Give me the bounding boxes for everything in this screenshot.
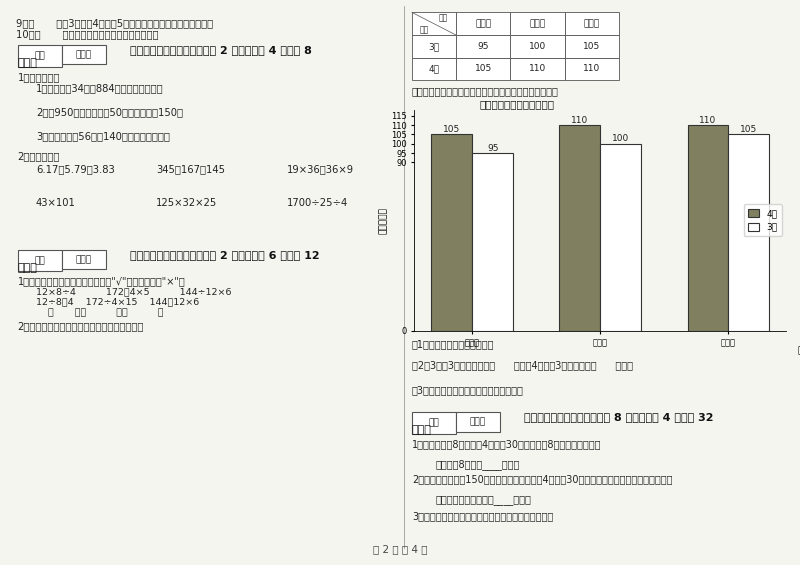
FancyBboxPatch shape [62,45,106,64]
Text: 得分: 得分 [34,256,45,265]
Text: 4月: 4月 [429,64,439,73]
Text: 105: 105 [583,42,601,51]
Bar [601,144,642,331]
FancyBboxPatch shape [412,12,456,35]
Text: 五年级: 五年级 [530,19,546,28]
Text: 105: 105 [740,125,758,134]
Text: 110: 110 [699,116,717,124]
Text: 3月: 3月 [429,42,439,51]
Text: 345－167－145: 345－167－145 [156,164,225,174]
Text: 110: 110 [529,64,546,73]
Text: 100: 100 [529,42,546,51]
Text: 100: 100 [612,134,630,144]
Text: 得分: 得分 [429,419,439,428]
Bar [687,125,729,331]
FancyBboxPatch shape [62,250,106,269]
Text: 第 2 页 共 4 页: 第 2 页 共 4 页 [373,544,427,554]
Text: 2．水果店顾问苹果150千克，购回梨比苹果的4倍还多30千克，购回梨和苹果一共多少千克？: 2．水果店顾问苹果150千克，购回梨比苹果的4倍还多30千克，购回梨和苹果一共多… [412,475,673,485]
Text: 95: 95 [487,144,498,153]
Text: 1．一个数的34倍是884，这个数是多少？: 1．一个数的34倍是884，这个数是多少？ [36,84,164,94]
Text: 1．下面每组算式运算顺序一样的画"√"，不一样的画"×"。: 1．下面每组算式运算顺序一样的画"√"，不一样的画"×"。 [18,276,186,286]
Bar [729,134,770,331]
Text: （3）还能提出哪些问题？试着解决一下。: （3）还能提出哪些问题？试着解决一下。 [412,385,524,396]
Text: 五、认真思考，综合能力（共 2 小题，每题 6 分，共 12: 五、认真思考，综合能力（共 2 小题，每题 6 分，共 12 [130,250,319,260]
Text: 2、简便计算。: 2、简便计算。 [18,151,60,162]
Text: 2．从950里面连续减去50，减几次还得150？: 2．从950里面连续减去50，减几次还得150？ [36,107,183,118]
Text: 得分: 得分 [34,51,45,60]
Text: 105: 105 [474,64,492,73]
Bar [559,125,601,331]
Text: 1．一根木头长8米，锯成4段需要30分钟，锯成8段需要多少分钟？: 1．一根木头长8米，锯成4段需要30分钟，锯成8段需要多少分钟？ [412,440,602,450]
Bar [431,134,472,331]
Text: 四、看清题目，细心计算（共 2 小题，每题 4 分，共 8: 四、看清题目，细心计算（共 2 小题，每题 4 分，共 8 [130,45,311,55]
FancyBboxPatch shape [456,58,510,80]
FancyBboxPatch shape [412,412,456,434]
Text: 1700÷25÷4: 1700÷25÷4 [286,198,348,208]
Text: 10．（       ）小数的位数越多，这个数就越大。: 10．（ ）小数的位数越多，这个数就越大。 [16,29,158,40]
Text: 年级: 年级 [439,14,448,23]
Text: 评卷人: 评卷人 [470,418,486,427]
Text: 12×8÷4          172－4×5          144÷12×6: 12×8÷4 172－4×5 144÷12×6 [36,288,231,297]
FancyBboxPatch shape [565,12,619,35]
FancyBboxPatch shape [565,35,619,58]
FancyBboxPatch shape [565,58,619,80]
Text: 六年级: 六年级 [584,19,600,28]
FancyBboxPatch shape [456,12,510,35]
Text: 答：锯成8段需要____分钟。: 答：锯成8段需要____分钟。 [436,459,520,470]
FancyBboxPatch shape [456,35,510,58]
Text: （2）3月份3个年级共植树（      ）棵，4月份比3月份多植树（      ）棵。: （2）3月份3个年级共植树（ ）棵，4月份比3月份多植树（ ）棵。 [412,360,633,371]
Text: （1）哪个年级春季植树最多？: （1）哪个年级春季植树最多？ [412,339,494,349]
FancyBboxPatch shape [510,35,565,58]
Text: 2．下面是某小学三个年级植树情况的统计表。: 2．下面是某小学三个年级植树情况的统计表。 [18,321,144,332]
Text: 六、应用知识，解决问题（共 8 小题，每题 4 分，共 32: 六、应用知识，解决问题（共 8 小题，每题 4 分，共 32 [524,412,714,423]
Text: 月份: 月份 [420,25,429,34]
Text: 95: 95 [478,42,489,51]
Text: 110: 110 [571,116,589,124]
Text: 12÷8－4    172÷4×15    144＋12×6: 12÷8－4 172÷4×15 144＋12×6 [36,298,199,307]
Text: 评卷人: 评卷人 [75,255,92,264]
Legend: 4月, 3月: 4月, 3月 [744,205,782,236]
Y-axis label: 数量（棵）: 数量（棵） [379,207,388,234]
Text: 分）。: 分）。 [412,425,432,436]
FancyBboxPatch shape [510,58,565,80]
Text: 125×32×25: 125×32×25 [156,198,218,208]
Text: 1、列式计算。: 1、列式计算。 [18,72,60,82]
Text: 9．（       ）用3厘米、4厘米、5厘米的三根绳子不能围成三角形。: 9．（ ）用3厘米、4厘米、5厘米的三根绳子不能围成三角形。 [16,18,213,28]
Text: 班级: 班级 [798,346,800,355]
FancyBboxPatch shape [510,12,565,35]
Text: 3．家一起去游玩，兴庆公园的游园票价规定如下表，: 3．家一起去游玩，兴庆公园的游园票价规定如下表， [412,511,554,521]
Text: 分）。: 分）。 [18,263,38,273]
Text: 3．一个数缩小56倍得140，这个数是多少？: 3．一个数缩小56倍得140，这个数是多少？ [36,131,170,141]
Text: 分）。: 分）。 [18,58,38,68]
Bar [472,153,514,331]
Text: 某小学春季植树情况统计图: 某小学春季植树情况统计图 [480,99,555,109]
Text: 根据统计表信息完成下面的统计图，并回答下面的问题。: 根据统计表信息完成下面的统计图，并回答下面的问题。 [412,86,559,96]
Text: （       ）（          ）（          ）: （ ）（ ）（ ） [48,308,163,317]
Text: 105: 105 [443,125,461,134]
Text: 110: 110 [583,64,601,73]
Text: 答：购回梨和苹果一共____千克。: 答：购回梨和苹果一共____千克。 [436,495,532,505]
FancyBboxPatch shape [412,58,456,80]
Text: 43×101: 43×101 [36,198,76,208]
FancyBboxPatch shape [18,45,62,67]
FancyBboxPatch shape [412,35,456,58]
Text: 评卷人: 评卷人 [75,50,92,59]
Text: 19×36－36×9: 19×36－36×9 [286,164,354,174]
FancyBboxPatch shape [456,412,500,432]
FancyBboxPatch shape [18,250,62,271]
Text: 6.17＋5.79＋3.83: 6.17＋5.79＋3.83 [36,164,114,174]
Text: 四年级: 四年级 [475,19,491,28]
